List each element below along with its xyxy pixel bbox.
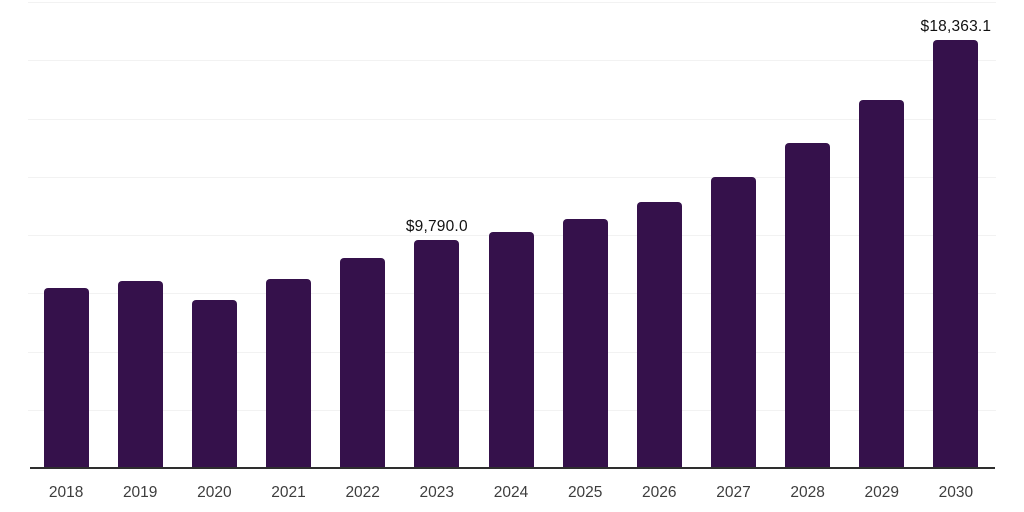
- bar-2022: [340, 258, 386, 468]
- x-tick-2025: 2025: [567, 484, 603, 501]
- x-tick-2030: 2030: [938, 484, 974, 501]
- value-label-2023: $9,790.0: [405, 217, 468, 235]
- x-axis-line: [30, 467, 995, 469]
- x-tick-2027: 2027: [716, 484, 751, 501]
- x-tick-2020: 2020: [197, 484, 232, 501]
- bar-2018: [43, 288, 89, 468]
- x-tick-2022: 2022: [345, 484, 380, 501]
- gridline-12500: [28, 176, 996, 178]
- bar-2027: [711, 177, 756, 468]
- bar-2020: [191, 300, 237, 468]
- x-tick-2018: 2018: [48, 484, 84, 501]
- x-tick-2024: 2024: [493, 484, 529, 501]
- bar-2019: [117, 281, 163, 468]
- gridline-17500: [28, 60, 996, 62]
- x-tick-2026: 2026: [642, 484, 677, 501]
- bar-2023: [414, 239, 460, 468]
- x-tick-2023: 2023: [419, 484, 455, 501]
- x-tick-2029: 2029: [864, 484, 900, 501]
- x-tick-2028: 2028: [790, 484, 825, 501]
- bar-2024: [488, 231, 534, 468]
- bar-2026: [636, 201, 682, 468]
- x-tick-2019: 2019: [122, 484, 158, 501]
- gridline-15000: [28, 118, 996, 120]
- bar-2021: [266, 278, 311, 468]
- value-label-2030: $18,363.1: [920, 18, 992, 36]
- bar-2025: [562, 219, 608, 468]
- bar-2030: [933, 40, 979, 468]
- bar-2029: [859, 100, 905, 468]
- bar-2028: [785, 143, 831, 468]
- x-tick-2021: 2021: [271, 484, 306, 501]
- gridline-20000: [28, 2, 996, 3]
